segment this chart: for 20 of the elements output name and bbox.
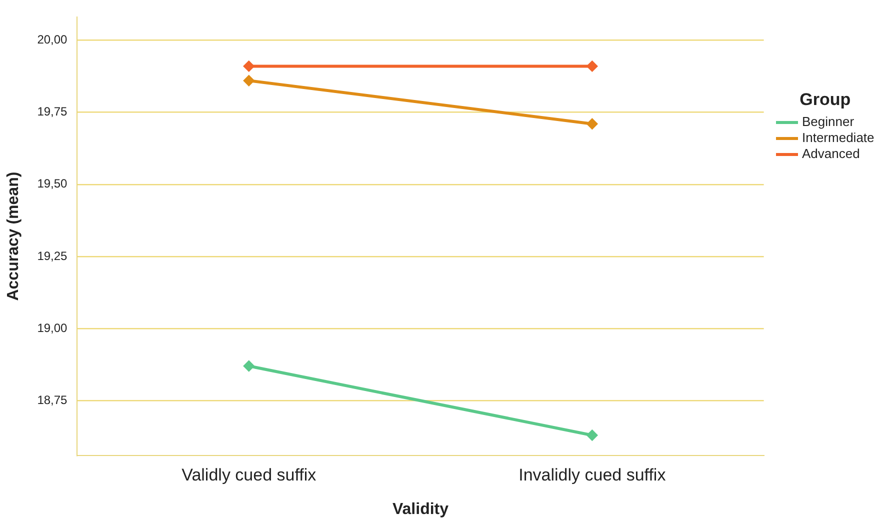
y-tick-label: 20,00	[37, 32, 68, 47]
legend-label: Advanced	[802, 146, 860, 162]
legend-label: Beginner	[802, 114, 854, 130]
point	[586, 118, 598, 130]
point	[586, 430, 598, 441]
legend-title: Group	[798, 90, 852, 110]
y-tick-label: 18,75	[37, 392, 68, 407]
legend-label: Intermediate	[802, 130, 874, 146]
y-tick-label: 19,50	[37, 176, 68, 191]
x-tick-label: Validly cued suffix	[182, 465, 317, 484]
x-axis-title: Validity	[392, 500, 449, 518]
y-tick-label: 19,25	[37, 248, 68, 263]
point	[586, 60, 598, 72]
point	[243, 60, 254, 72]
x-tick-label: Invalidly cued suffix	[518, 465, 666, 484]
y-tick-label: 19,00	[37, 320, 68, 335]
y-tick-label: 19,75	[37, 104, 68, 119]
point	[243, 75, 254, 86]
y-axis-title: Accuracy (mean)	[5, 172, 22, 301]
point	[243, 360, 254, 372]
